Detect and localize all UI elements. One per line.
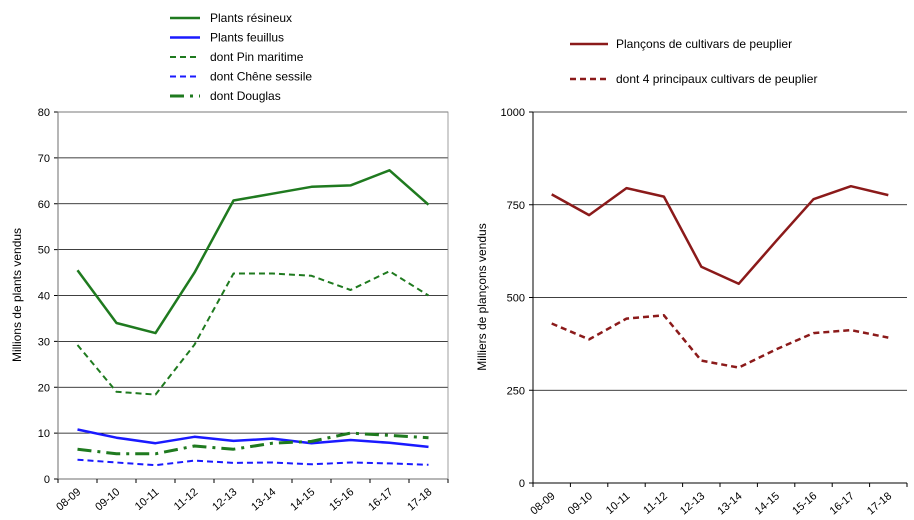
right-legend: Plançons de cultivars de peuplier dont 4 … [570,37,817,86]
x-tick-label: 11-12 [172,486,201,513]
x-tick-label: 15-16 [327,486,356,513]
x-tick-label: 14-15 [753,490,782,517]
x-tick-label: 13-14 [715,490,744,517]
x-tick-label: 17-18 [865,490,894,517]
legend-label: dont Chêne sessile [210,70,312,84]
series-line [551,314,889,369]
x-tick-label: 15-16 [790,490,819,517]
x-tick-label: 08-09 [54,486,83,513]
series-line [77,428,429,449]
y-tick-label: 80 [38,107,50,119]
left-x-tick-labels: 08-09 09-10 10-11 11-12 12-13 13-14 14-15 15-16… [54,486,434,513]
x-tick-label: 12-13 [678,490,707,517]
right-axes [529,111,908,487]
x-tick-label: 16-17 [366,486,395,513]
right-y-tick-labels: 0 250 500 750 1000 [501,107,525,490]
series-line [76,270,430,396]
x-tick-label: 10-11 [133,486,162,513]
left-series [76,169,430,467]
y-tick-label: 0 [519,478,525,490]
series-line [77,458,429,467]
right-gridlines [533,111,907,391]
left-legend: Plants résineux Plants feuillus dont Pin m… [170,11,312,103]
y-tick-label: 1000 [501,107,525,119]
y-tick-label: 250 [507,385,525,397]
y-tick-label: 750 [507,200,525,212]
right-series [551,184,889,369]
series-line [77,431,429,456]
x-tick-label: 08-09 [528,490,557,517]
x-tick-label: 11-12 [641,490,670,517]
y-tick-label: 70 [38,153,50,165]
y-tick-label: 500 [507,293,525,305]
legend-label: Plançons de cultivars de peuplier [616,37,792,51]
legend-label: dont Douglas [210,89,281,103]
legend-label: Plants feuillus [210,31,284,45]
y-tick-label: 60 [38,199,50,211]
left-gridlines [58,111,448,434]
x-tick-label: 09-10 [566,490,595,517]
legend-label: dont Pin maritime [210,50,304,64]
legend-label: Plants résineux [210,11,292,25]
x-tick-label: 10-11 [604,490,633,517]
y-tick-label: 20 [38,382,50,394]
y-tick-label: 50 [38,245,50,257]
left-y-axis-title: Millions de plants vendus [10,228,24,362]
x-tick-label: 17-18 [405,486,434,513]
x-tick-label: 12-13 [210,486,239,513]
left-y-tick-labels: 0 10 20 30 40 50 60 70 80 [38,107,50,486]
right-x-tick-labels: 08-09 09-10 10-11 11-12 12-13 13-14 14-15 15-16… [528,490,894,517]
left-axes [54,111,449,483]
series-line [551,184,889,286]
x-tick-label: 16-17 [828,490,857,517]
x-tick-label: 09-10 [93,486,122,513]
y-tick-label: 0 [44,474,50,486]
right-y-axis-title: Milliers de plançons vendus [475,223,489,370]
x-tick-label: 13-14 [249,486,278,513]
y-tick-label: 40 [38,291,50,303]
legend-label: dont 4 principaux cultivars de peuplier [616,72,817,86]
left-chart: 0 10 20 30 40 50 60 70 80 08-09 09-10 10-11 11-12 12… [10,11,449,513]
right-chart: 0 250 500 750 1000 08-09 09-10 10-11 11-12 12-13… [475,37,908,517]
y-tick-label: 10 [38,428,50,440]
x-tick-label: 14-15 [288,486,317,513]
series-line [76,169,430,335]
y-tick-label: 30 [38,336,50,348]
